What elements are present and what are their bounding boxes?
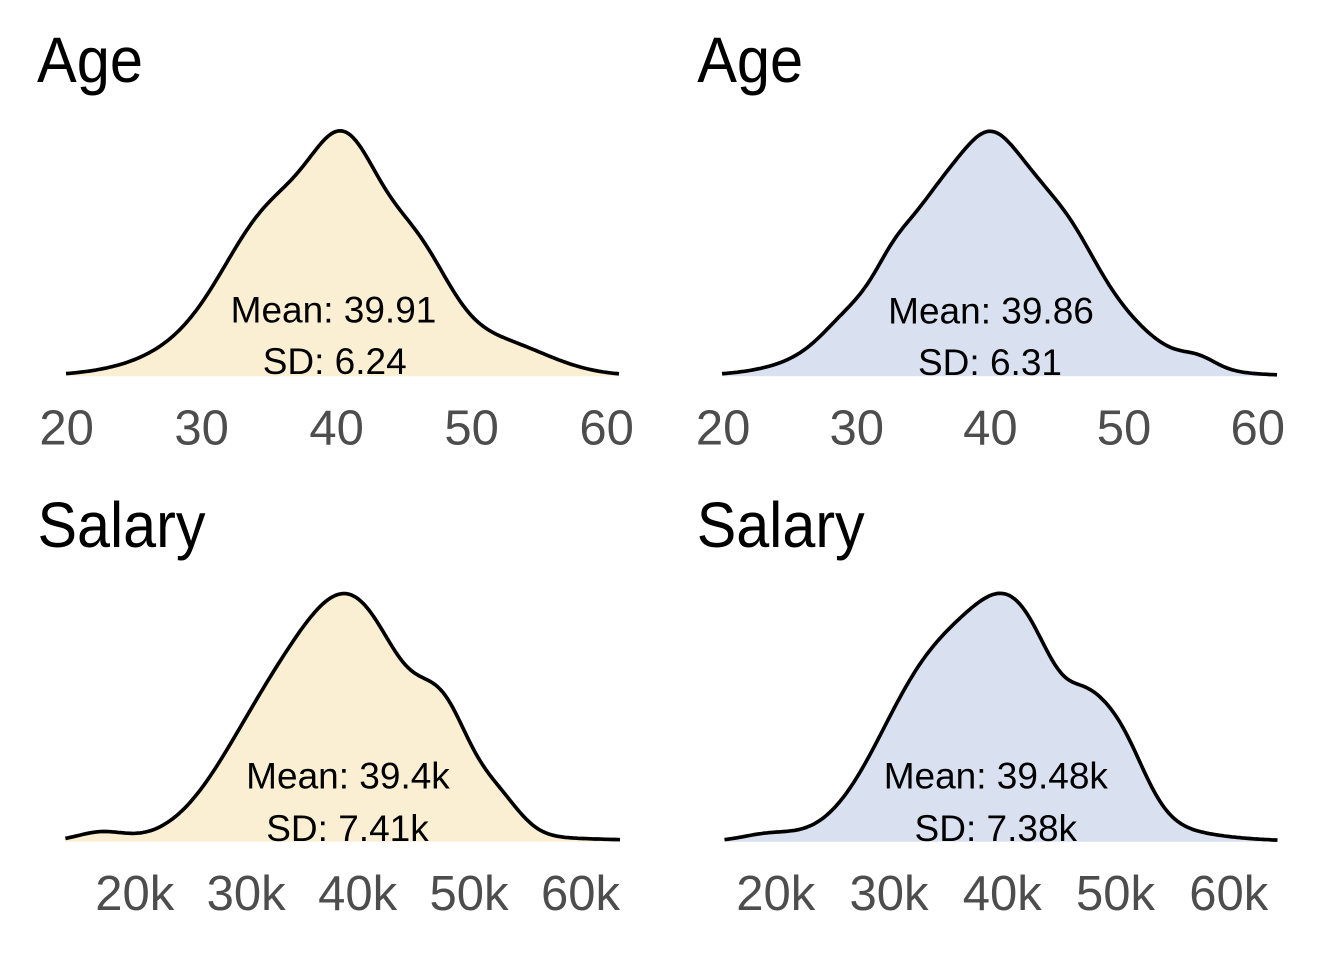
svg-text:SD: 7.38k: SD: 7.38k [915,808,1078,849]
svg-text:60k: 60k [541,867,621,921]
svg-text:50: 50 [444,401,499,455]
svg-text:40k: 40k [963,867,1043,921]
svg-text:Mean: 39.91: Mean: 39.91 [231,289,437,330]
svg-text:SD: 7.41k: SD: 7.41k [266,808,429,849]
svg-text:50k: 50k [1076,867,1156,921]
svg-text:60: 60 [1230,401,1285,455]
svg-text:Age: Age [697,24,803,96]
svg-text:40: 40 [309,401,364,455]
svg-text:20: 20 [696,401,751,455]
svg-text:40: 40 [963,401,1018,455]
svg-text:SD: 6.24: SD: 6.24 [263,341,407,382]
svg-text:40k: 40k [318,867,398,921]
svg-text:Mean: 39.48k: Mean: 39.48k [884,756,1109,797]
svg-text:30k: 30k [207,867,287,921]
svg-text:50: 50 [1097,401,1152,455]
svg-text:30k: 30k [849,867,929,921]
svg-text:30: 30 [174,401,229,455]
svg-text:50k: 50k [430,867,510,921]
svg-text:60k: 60k [1189,867,1269,921]
svg-text:Salary: Salary [38,489,206,561]
svg-text:20: 20 [39,401,94,455]
svg-text:SD: 6.31: SD: 6.31 [918,342,1062,383]
svg-text:20k: 20k [95,867,175,921]
svg-text:Age: Age [37,24,143,96]
svg-text:Mean: 39.86: Mean: 39.86 [888,291,1094,332]
svg-text:20k: 20k [736,867,816,921]
svg-text:30: 30 [829,401,884,455]
svg-text:Salary: Salary [697,489,865,561]
svg-text:60: 60 [579,401,634,455]
svg-text:Mean: 39.4k: Mean: 39.4k [246,756,450,797]
